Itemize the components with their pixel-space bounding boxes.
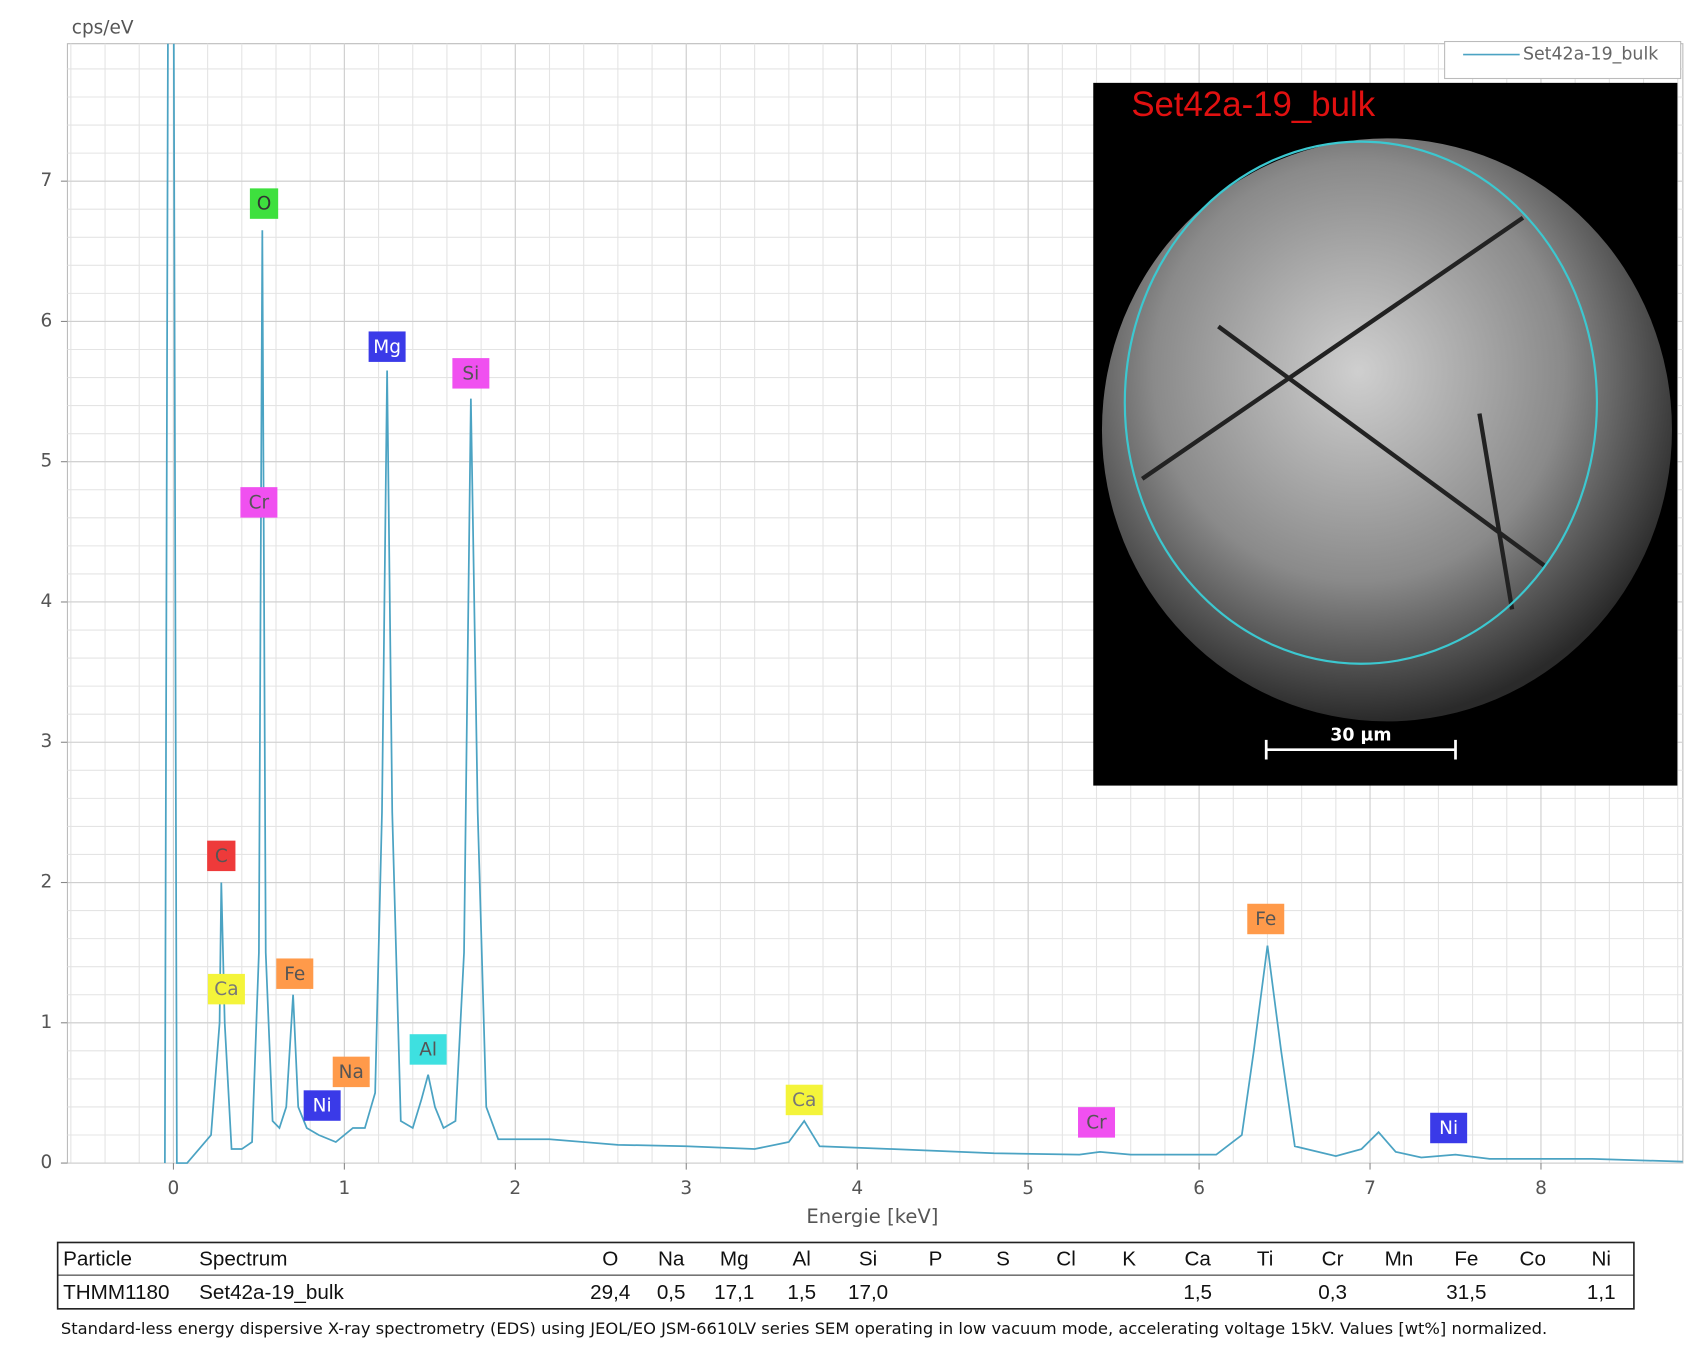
peak-label: C <box>215 846 228 867</box>
peak-label: O <box>257 194 272 215</box>
peak-label-box <box>368 331 406 362</box>
peak-label: Na <box>339 1062 364 1083</box>
inset-title: Set42a-19_bulk <box>1131 85 1375 124</box>
table-cell: 0,3 <box>1318 1281 1347 1304</box>
table-cell: 17,1 <box>714 1281 754 1304</box>
table-cell: 0,5 <box>657 1281 686 1304</box>
legend-box <box>1444 40 1682 80</box>
table-cell: 1,5 <box>1183 1281 1212 1304</box>
table-cell: 1,5 <box>787 1281 816 1304</box>
table-header: Fe <box>1454 1247 1478 1270</box>
peak-label-box <box>332 1056 370 1088</box>
peak-label: Cr <box>249 492 270 513</box>
x-tick-label: 6 <box>1193 1178 1205 1199</box>
peak-label: Ca <box>792 1090 816 1111</box>
table-header: Co <box>1520 1247 1546 1270</box>
legend-label: Set42a-19_bulk <box>1523 45 1659 65</box>
x-tick-label: 1 <box>338 1178 350 1199</box>
table-header: Ti <box>1257 1247 1273 1270</box>
x-tick-label: 0 <box>168 1178 180 1199</box>
y-tick-label: 5 <box>40 451 52 472</box>
table-header: Ca <box>1184 1247 1211 1270</box>
legend: Set42a-19_bulk <box>1444 40 1682 80</box>
particle-cracks <box>1140 215 1546 610</box>
table-header: Na <box>658 1247 685 1270</box>
x-tick-label: 2 <box>509 1178 521 1199</box>
table-cell: Set42a-19_bulk <box>199 1281 344 1304</box>
peak-label-box <box>207 840 236 872</box>
peak-label-box <box>1430 1112 1468 1144</box>
scale-label: 30 µm <box>1330 726 1391 746</box>
inset-image: Set42a-19_bulk 30 µm <box>1093 82 1678 786</box>
peak-label: Fe <box>1255 909 1276 930</box>
peak-label-box <box>452 358 490 389</box>
x-tick-label: 7 <box>1364 1178 1376 1199</box>
peak-label: Cr <box>1086 1112 1107 1133</box>
table-header: Particle <box>63 1247 132 1270</box>
scale-bar <box>1264 739 1457 760</box>
footnote: Standard-less energy dispersive X-ray sp… <box>61 1319 1547 1338</box>
table-cell: 29,4 <box>590 1281 630 1304</box>
table-header: O <box>602 1247 618 1270</box>
peak-label: Mg <box>373 337 401 358</box>
table-header: Al <box>793 1247 811 1270</box>
peak-label-box <box>303 1090 341 1121</box>
x-axis-label: Energie [keV] <box>806 1205 938 1228</box>
peak-label: Fe <box>284 964 305 985</box>
analysis-region <box>1123 140 1599 665</box>
x-tick-label: 5 <box>1022 1178 1034 1199</box>
x-tick-label: 4 <box>851 1178 863 1199</box>
peak-label-box <box>207 973 245 1005</box>
table-header: Cr <box>1322 1247 1344 1270</box>
peak-label-box <box>249 188 279 219</box>
y-tick-label: 4 <box>40 591 52 612</box>
y-tick-label: 3 <box>40 731 52 752</box>
y-tick-label: 2 <box>40 872 52 893</box>
table-header: Mn <box>1385 1247 1414 1270</box>
table-cell: THMM1180 <box>63 1281 169 1304</box>
peak-label-box <box>785 1084 823 1116</box>
peak-label-box <box>1247 903 1285 935</box>
table: Particle Spectrum O Na Mg Al Si P S Cl K Ca Ti Cr Mn Fe… <box>56 1241 1635 1310</box>
table-cell: 31,5 <box>1446 1281 1486 1304</box>
y-tick-label: 0 <box>40 1152 52 1173</box>
table-header: Spectrum <box>199 1247 287 1270</box>
table-cell: 17,0 <box>848 1281 888 1304</box>
peak-label: Ni <box>313 1096 332 1117</box>
table-header: S <box>996 1247 1010 1270</box>
table-header: Si <box>859 1247 877 1270</box>
x-tick-label: 3 <box>680 1178 692 1199</box>
peak-label-box <box>409 1034 447 1065</box>
peak-label: Ca <box>214 979 238 1000</box>
y-tick-label: 7 <box>40 170 52 191</box>
table-header: Mg <box>720 1247 749 1270</box>
table-cell: 1,1 <box>1587 1281 1616 1304</box>
peak-label-box <box>276 958 314 989</box>
peak-label-box <box>1078 1107 1116 1138</box>
peak-label-box <box>240 487 278 518</box>
y-tick-label: 1 <box>40 1012 52 1033</box>
table-header: Ni <box>1592 1247 1612 1270</box>
y-tick-label: 6 <box>40 310 52 331</box>
table-header: P <box>929 1247 943 1270</box>
peak-label: Si <box>462 363 479 384</box>
x-tick-label: 8 <box>1535 1178 1547 1199</box>
table-header: Cl <box>1056 1247 1076 1270</box>
peak-label: Al <box>419 1040 437 1061</box>
y-axis-label: cps/eV <box>72 17 134 38</box>
table-header: K <box>1122 1247 1136 1270</box>
particle <box>1101 138 1672 722</box>
spectrum-line <box>164 43 1683 1164</box>
peak-label: Ni <box>1439 1118 1458 1139</box>
